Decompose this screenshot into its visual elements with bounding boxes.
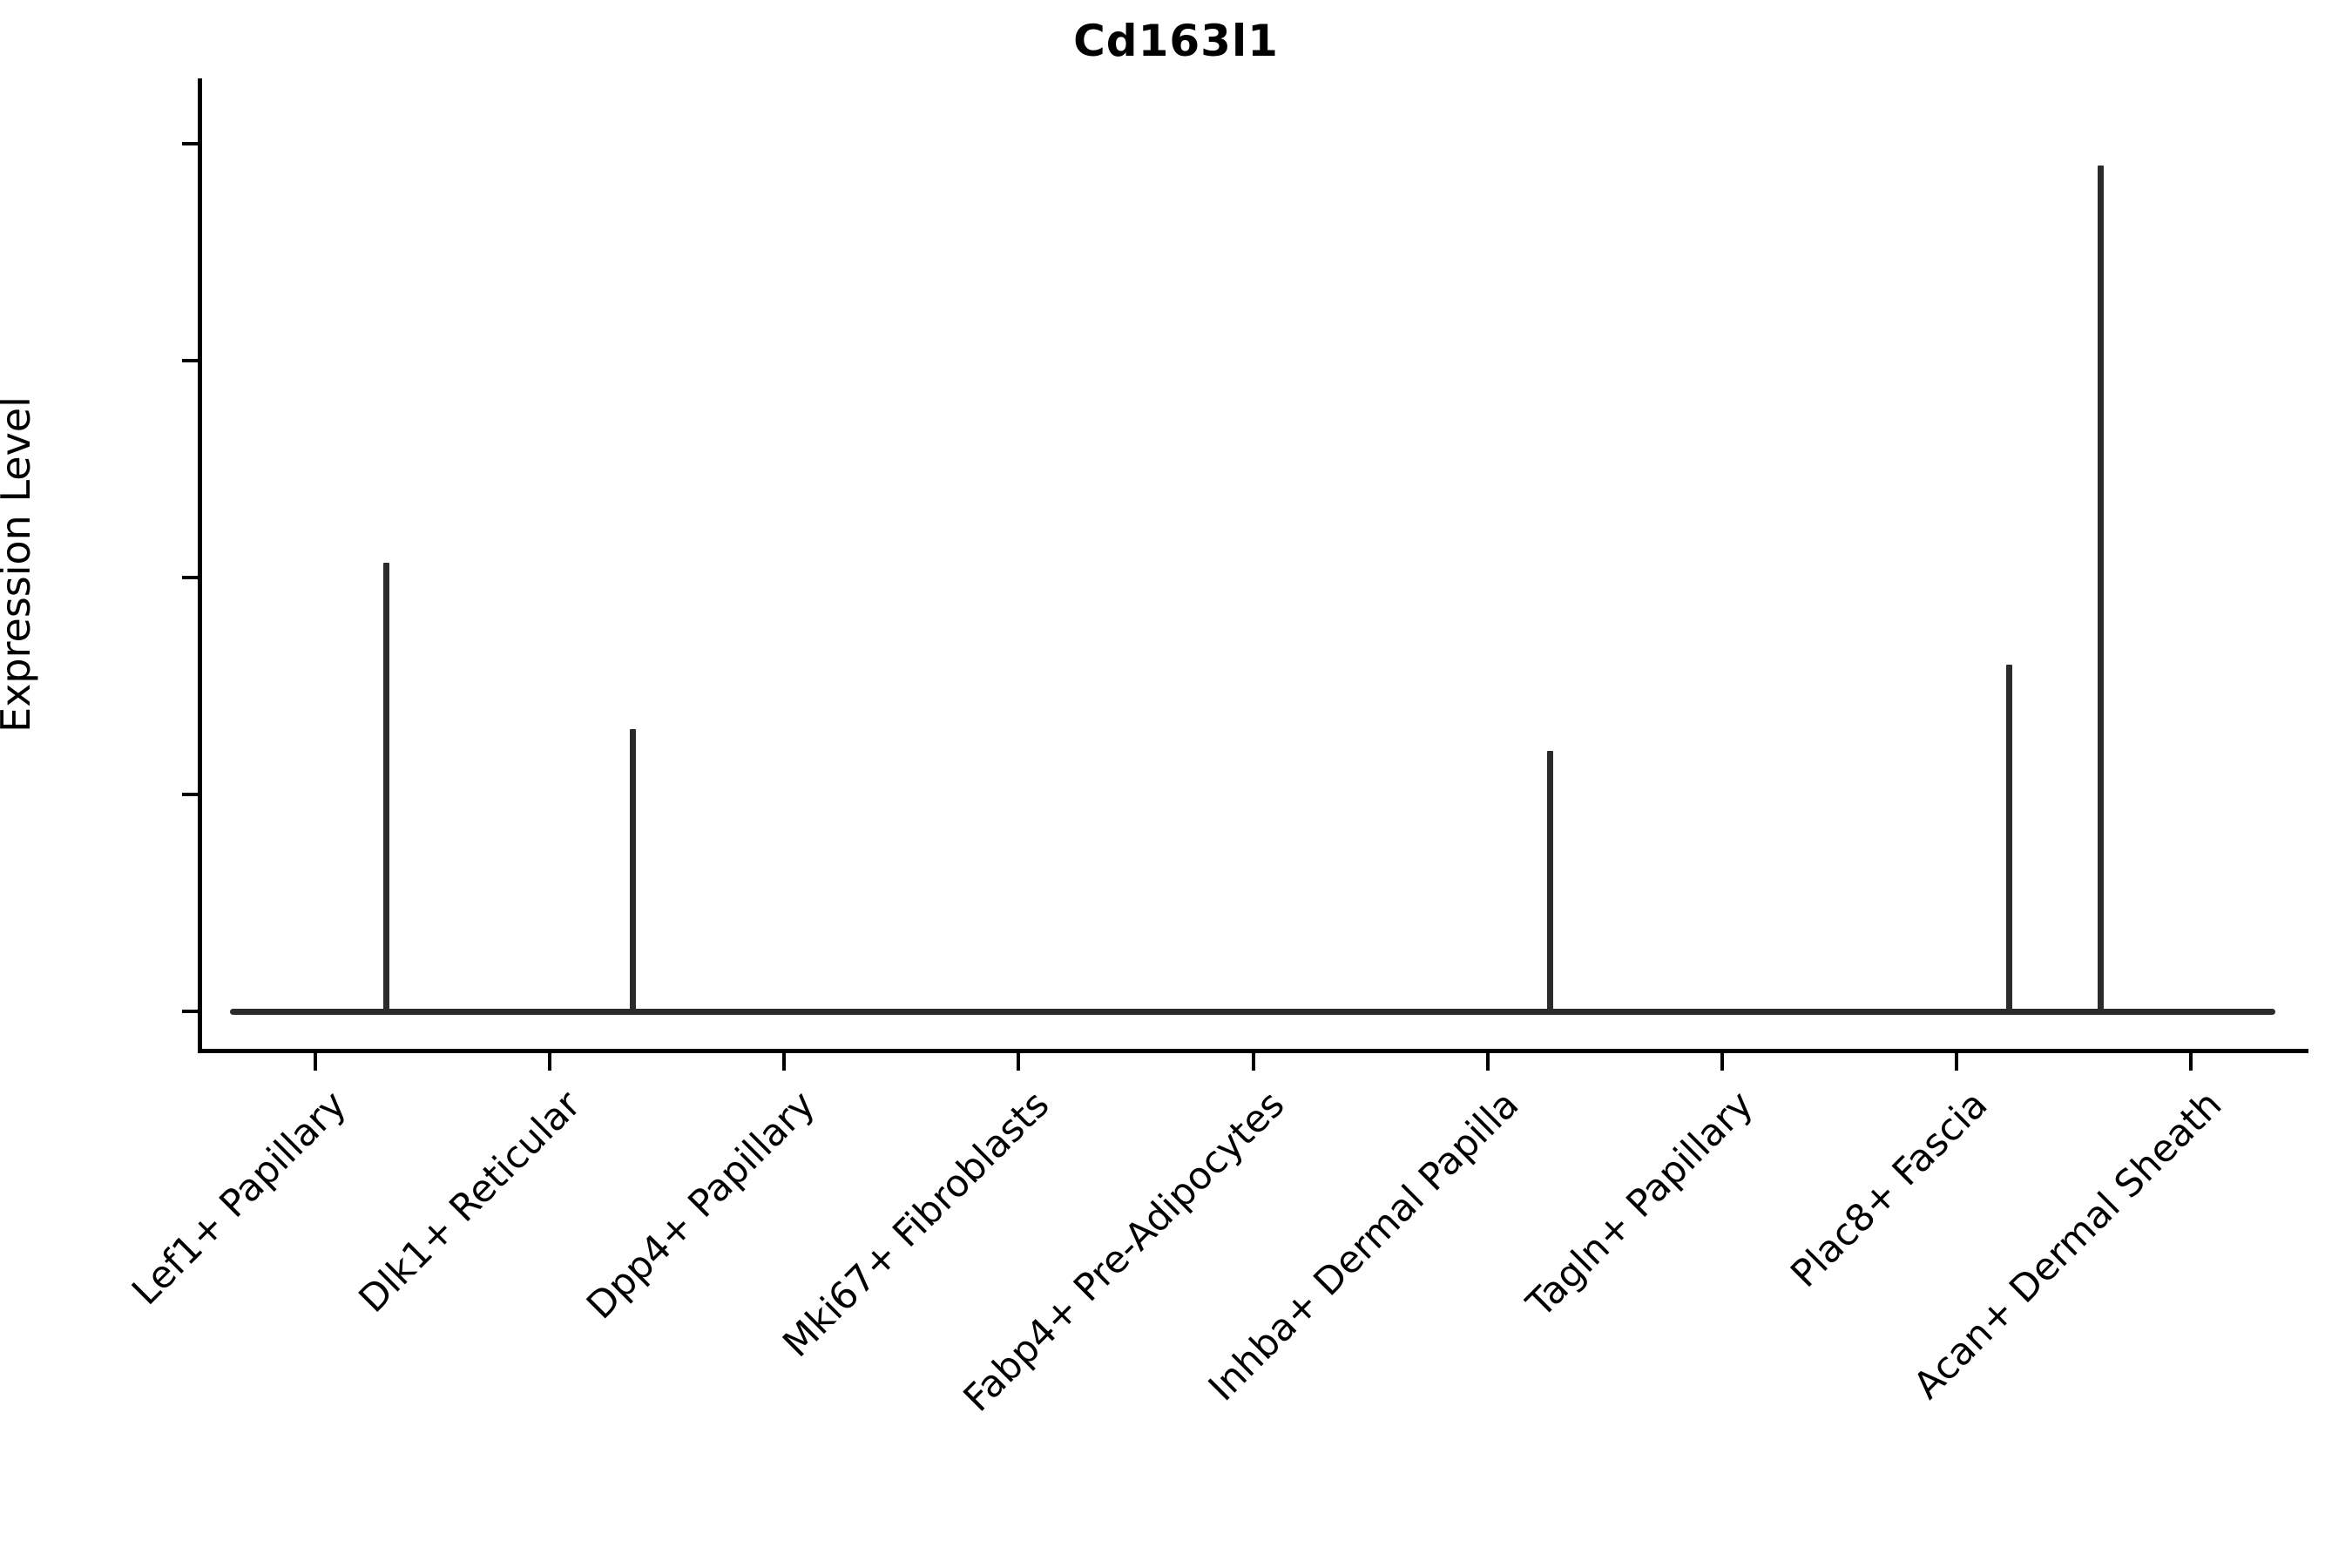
x-axis-tick — [547, 1053, 551, 1071]
violin-spike — [630, 729, 636, 1011]
violin-body — [476, 1009, 790, 1015]
x-axis-tick-label: Dpp4+ Papillary — [578, 1083, 824, 1328]
x-axis-tick-label: Plac8+ Fascia — [1782, 1083, 1997, 1296]
y-axis-tick — [182, 142, 198, 145]
x-axis-tick — [1955, 1053, 1959, 1071]
y-axis-tick — [182, 359, 198, 362]
y-axis-spine — [198, 78, 202, 1053]
violin-body — [230, 1009, 544, 1015]
x-axis-tick — [1485, 1053, 1490, 1071]
violin-spike — [1547, 751, 1553, 1011]
y-axis-tick — [182, 793, 198, 796]
violin-body — [2049, 1009, 2275, 1015]
violin-body — [1622, 1009, 1936, 1015]
x-axis-tick-label: Tagln+ Papillary — [1518, 1083, 1762, 1327]
x-axis-tick-label: Mki67+ Fibroblasts — [774, 1083, 1058, 1366]
y-axis-label: Expression Level — [0, 396, 39, 733]
violin-spike — [2006, 664, 2012, 1011]
x-axis-tick-label: Lef1+ Papillary — [123, 1083, 355, 1315]
violin-spike — [383, 563, 389, 1011]
violin-spike — [2098, 165, 2104, 1011]
x-axis-tick — [2189, 1053, 2193, 1071]
y-axis-tick — [182, 1010, 198, 1013]
violin-body — [970, 1009, 1283, 1015]
violin-body — [1394, 1009, 1707, 1015]
x-axis-tick — [313, 1053, 317, 1071]
x-axis-spine — [198, 1049, 2308, 1053]
x-axis-tick — [1017, 1053, 1021, 1071]
violin-body — [1216, 1009, 1530, 1015]
plot-axes: 0.00.30.60.91.2 — [182, 78, 2308, 1053]
x-axis-tick — [782, 1053, 787, 1071]
x-axis-tick — [1251, 1053, 1255, 1071]
y-axis-tick — [182, 576, 198, 579]
violin-body — [1853, 1009, 2166, 1015]
x-axis-tick — [1720, 1053, 1724, 1071]
violin-body — [723, 1009, 1037, 1015]
page-title: Cd163l1 — [1073, 16, 1279, 66]
x-axis-tick-label: Dlk1+ Reticular — [350, 1083, 590, 1321]
